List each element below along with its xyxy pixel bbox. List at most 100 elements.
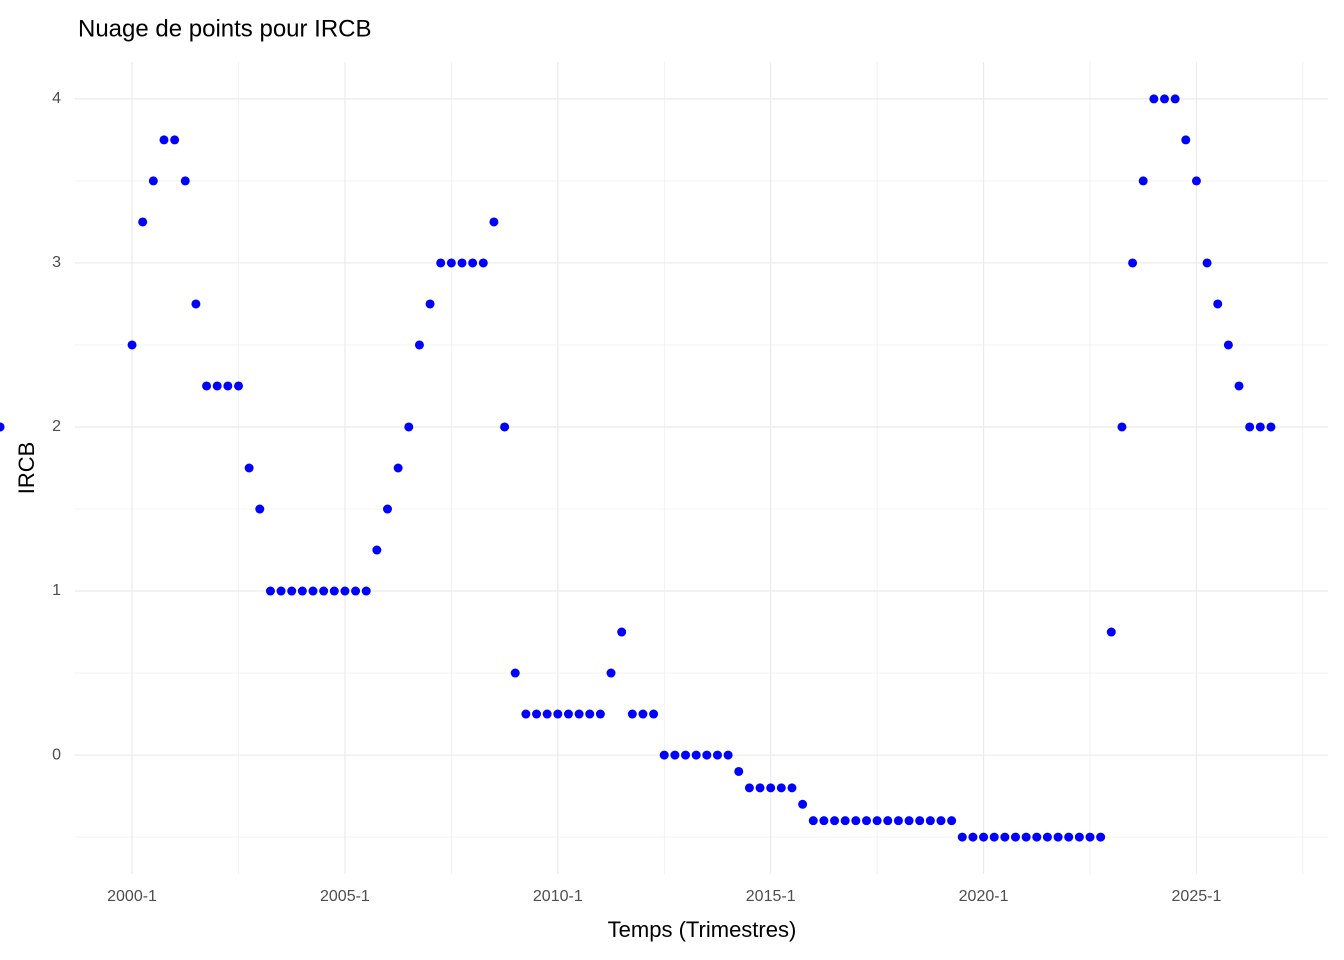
point <box>787 783 797 793</box>
point <box>127 340 137 350</box>
point <box>1010 832 1020 842</box>
point <box>489 217 499 227</box>
point <box>744 783 754 793</box>
point <box>383 504 393 514</box>
point <box>138 217 148 227</box>
point <box>681 750 691 760</box>
point <box>1138 176 1148 186</box>
point <box>1096 832 1106 842</box>
point <box>1000 832 1010 842</box>
point <box>276 586 286 596</box>
point <box>1245 422 1255 432</box>
point <box>595 709 605 719</box>
y-tick-label: 3 <box>52 254 61 271</box>
point <box>1021 832 1031 842</box>
point <box>872 816 882 826</box>
point <box>1202 258 1212 268</box>
point <box>255 504 265 514</box>
point <box>1191 176 1201 186</box>
point <box>1255 422 1265 432</box>
point <box>1106 627 1116 637</box>
point <box>606 668 616 678</box>
point <box>0 422 5 432</box>
point <box>1149 94 1159 104</box>
point <box>500 422 510 432</box>
point <box>553 709 563 719</box>
point <box>297 586 307 596</box>
point <box>915 816 925 826</box>
point <box>202 381 212 391</box>
point <box>1064 832 1074 842</box>
point <box>883 816 893 826</box>
point <box>1223 340 1233 350</box>
point <box>670 750 680 760</box>
point <box>712 750 722 760</box>
point <box>404 422 414 432</box>
point <box>798 799 808 809</box>
point <box>851 816 861 826</box>
point <box>574 709 584 719</box>
point <box>936 816 946 826</box>
point <box>585 709 595 719</box>
point <box>819 816 829 826</box>
point <box>659 750 669 760</box>
point <box>968 832 978 842</box>
point <box>244 463 254 473</box>
point <box>1170 94 1180 104</box>
point <box>1053 832 1063 842</box>
point <box>457 258 467 268</box>
point <box>840 816 850 826</box>
point <box>1181 135 1191 145</box>
x-tick-label: 2025-1 <box>1172 888 1222 905</box>
point <box>191 299 201 309</box>
point <box>180 176 190 186</box>
ticks: 2000-1 2005-1 2010-1 2015-1 2020-1 2025-1 0 1 2 3… <box>52 90 1221 905</box>
point <box>351 586 361 596</box>
point <box>1234 381 1244 391</box>
point <box>734 766 744 776</box>
y-tick-label: 0 <box>52 746 61 763</box>
point <box>1074 832 1084 842</box>
point <box>755 783 765 793</box>
point <box>808 816 818 826</box>
y-tick-label: 1 <box>52 582 61 599</box>
point <box>532 709 542 719</box>
point <box>393 463 403 473</box>
point <box>723 750 733 760</box>
point <box>542 709 552 719</box>
point <box>468 258 478 268</box>
point <box>287 586 297 596</box>
y-tick-label: 4 <box>52 90 61 107</box>
point <box>893 816 903 826</box>
point <box>830 816 840 826</box>
point <box>1117 422 1127 432</box>
x-tick-label: 2010-1 <box>533 888 583 905</box>
point <box>947 816 957 826</box>
point <box>1042 832 1052 842</box>
point <box>159 135 169 145</box>
x-tick-label: 2015-1 <box>746 888 796 905</box>
y-tick-label: 2 <box>52 418 61 435</box>
chart-title: Nuage de points pour IRCB <box>78 15 372 42</box>
point <box>436 258 446 268</box>
point <box>861 816 871 826</box>
point <box>361 586 371 596</box>
x-tick-label: 2020-1 <box>959 888 1009 905</box>
point <box>1266 422 1276 432</box>
point <box>979 832 989 842</box>
point <box>563 709 573 719</box>
point <box>691 750 701 760</box>
point <box>638 709 648 719</box>
point <box>478 258 488 268</box>
point <box>925 816 935 826</box>
point <box>649 709 659 719</box>
point <box>212 381 222 391</box>
point <box>1032 832 1042 842</box>
point <box>957 832 967 842</box>
point <box>223 381 233 391</box>
point <box>446 258 456 268</box>
point <box>308 586 318 596</box>
point <box>904 816 914 826</box>
point <box>340 586 350 596</box>
